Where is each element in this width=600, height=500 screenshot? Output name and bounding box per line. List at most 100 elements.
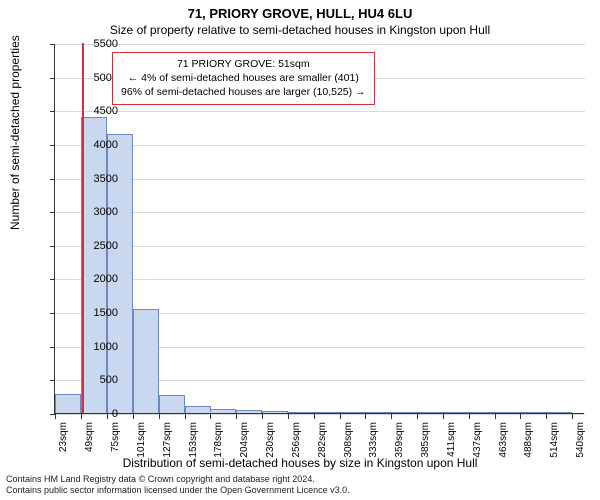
ytick-label: 2000 (58, 273, 118, 285)
ytick-mark (50, 111, 55, 112)
histogram-bar (469, 412, 495, 413)
xtick-mark (391, 414, 392, 419)
xtick-mark (495, 414, 496, 419)
xtick-mark (340, 414, 341, 419)
xtick-label: 49sqm (84, 422, 95, 472)
xtick-mark (365, 414, 366, 419)
ytick-mark (50, 246, 55, 247)
ytick-label: 3000 (58, 206, 118, 218)
histogram-bar (495, 412, 521, 413)
xtick-label: 514sqm (549, 422, 560, 472)
histogram-bar (314, 412, 340, 413)
xtick-mark (443, 414, 444, 419)
xtick-label: 333sqm (368, 422, 379, 472)
xtick-label: 75sqm (110, 422, 121, 472)
footer-line1: Contains HM Land Registry data © Crown c… (6, 474, 350, 485)
ytick-mark (50, 313, 55, 314)
xtick-label: 437sqm (472, 422, 483, 472)
xtick-label: 308sqm (343, 422, 354, 472)
gridline (55, 145, 585, 146)
ytick-label: 5500 (58, 38, 118, 50)
xtick-label: 230sqm (265, 422, 276, 472)
info-box: 71 PRIORY GROVE: 51sqm← 4% of semi-detac… (112, 52, 375, 105)
y-axis-label: Number of semi-detached properties (8, 35, 22, 230)
ytick-label: 2500 (58, 240, 118, 252)
xtick-label: 204sqm (239, 422, 250, 472)
xtick-mark (314, 414, 315, 419)
histogram-bar (417, 412, 443, 413)
xtick-mark (546, 414, 547, 419)
histogram-bar (546, 412, 572, 413)
xtick-label: 385sqm (420, 422, 431, 472)
info-box-line3: 96% of semi-detached houses are larger (… (121, 85, 366, 99)
histogram-bar (391, 412, 417, 413)
xtick-label: 488sqm (523, 422, 534, 472)
histogram-bar (133, 309, 159, 413)
gridline (55, 414, 585, 415)
xtick-mark (133, 414, 134, 419)
gridline (55, 212, 585, 213)
xtick-mark (210, 414, 211, 419)
gridline (55, 279, 585, 280)
footer-attribution: Contains HM Land Registry data © Crown c… (6, 474, 350, 497)
ytick-label: 5000 (58, 72, 118, 84)
xtick-label: 256sqm (291, 422, 302, 472)
ytick-label: 0 (58, 408, 118, 420)
xtick-mark (288, 414, 289, 419)
ytick-label: 3500 (58, 173, 118, 185)
histogram-bar (185, 406, 211, 413)
histogram-bar (520, 412, 546, 413)
xtick-label: 23sqm (58, 422, 69, 472)
info-box-line1: 71 PRIORY GROVE: 51sqm (121, 57, 366, 71)
gridline (55, 246, 585, 247)
xtick-label: 153sqm (188, 422, 199, 472)
histogram-bar (443, 412, 469, 413)
ytick-mark (50, 380, 55, 381)
xtick-mark (236, 414, 237, 419)
histogram-bar (340, 412, 366, 413)
ytick-mark (50, 347, 55, 348)
histogram-bar (365, 412, 391, 413)
ytick-mark (50, 145, 55, 146)
ytick-label: 1000 (58, 341, 118, 353)
xtick-mark (55, 414, 56, 419)
xtick-label: 463sqm (498, 422, 509, 472)
xtick-label: 178sqm (213, 422, 224, 472)
chart-container: 71, PRIORY GROVE, HULL, HU4 6LU Size of … (0, 0, 600, 500)
xtick-label: 127sqm (162, 422, 173, 472)
ytick-mark (50, 78, 55, 79)
xtick-mark (159, 414, 160, 419)
xtick-label: 101sqm (136, 422, 147, 472)
property-marker-line (82, 43, 84, 413)
histogram-bar (81, 117, 107, 413)
histogram-bar (236, 410, 262, 413)
xtick-label: 540sqm (575, 422, 586, 472)
ytick-label: 500 (58, 374, 118, 386)
xtick-mark (572, 414, 573, 419)
xtick-mark (520, 414, 521, 419)
footer-line2: Contains public sector information licen… (6, 485, 350, 496)
xtick-label: 411sqm (446, 422, 457, 472)
gridline (55, 111, 585, 112)
ytick-label: 4500 (58, 105, 118, 117)
gridline (55, 44, 585, 45)
info-box-line2: ← 4% of semi-detached houses are smaller… (121, 71, 366, 85)
ytick-mark (50, 212, 55, 213)
ytick-mark (50, 179, 55, 180)
gridline (55, 179, 585, 180)
xtick-mark (185, 414, 186, 419)
xtick-mark (417, 414, 418, 419)
ytick-label: 4000 (58, 139, 118, 151)
xtick-label: 282sqm (317, 422, 328, 472)
ytick-mark (50, 44, 55, 45)
histogram-bar (159, 395, 185, 413)
histogram-bar (262, 411, 288, 413)
xtick-mark (469, 414, 470, 419)
ytick-label: 1500 (58, 307, 118, 319)
xtick-mark (262, 414, 263, 419)
chart-title-line1: 71, PRIORY GROVE, HULL, HU4 6LU (0, 0, 600, 21)
histogram-bar (210, 409, 236, 413)
xtick-label: 359sqm (394, 422, 405, 472)
ytick-mark (50, 279, 55, 280)
histogram-bar (288, 412, 314, 413)
